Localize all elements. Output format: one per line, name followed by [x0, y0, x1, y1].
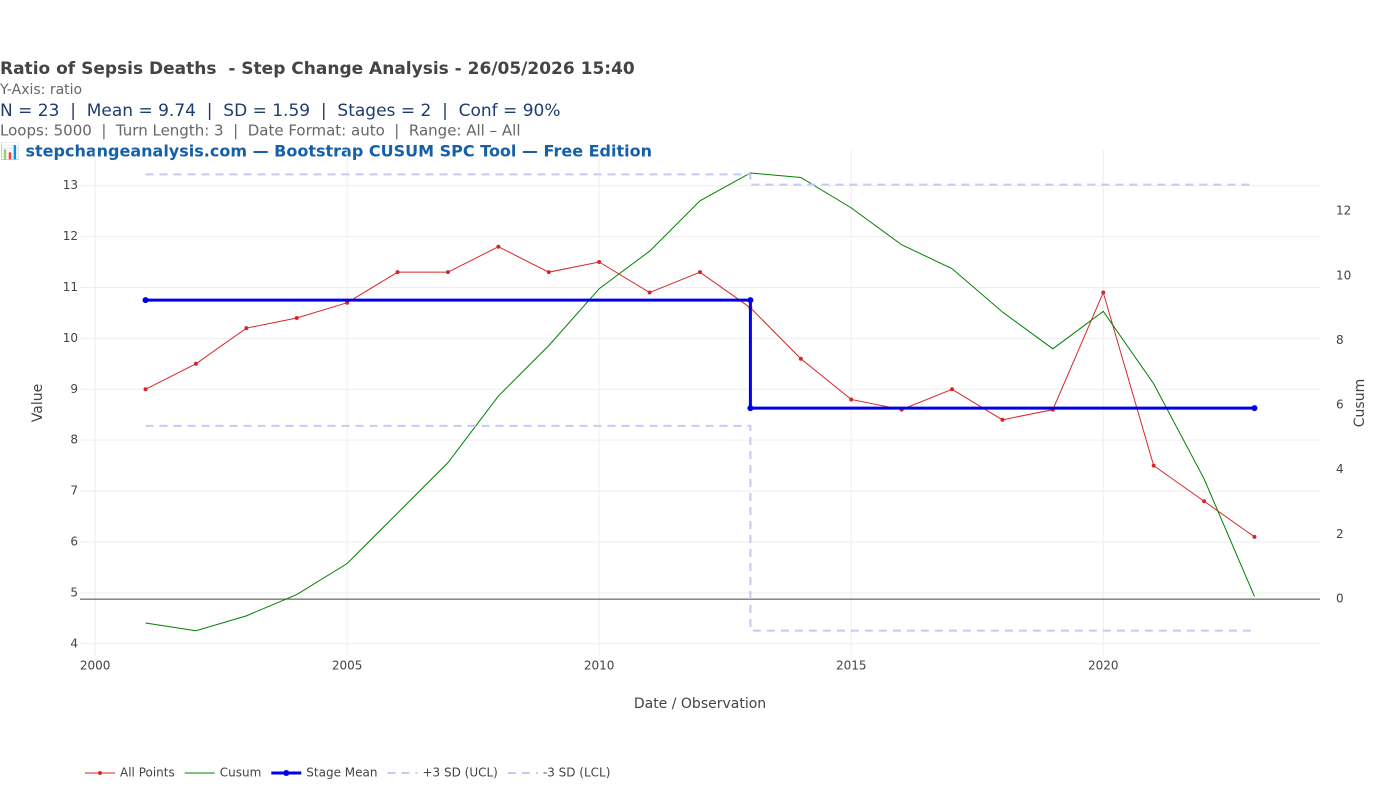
point [142, 297, 149, 304]
series-line [145, 173, 1255, 186]
y-tick-label: 11 [63, 280, 78, 294]
point [950, 387, 955, 392]
y-tick-label: 10 [63, 331, 78, 345]
legend-label: Stage Mean [306, 766, 377, 780]
point [647, 290, 652, 295]
y2-tick-label: 12 [1336, 204, 1351, 218]
legend-marker [98, 771, 102, 775]
point [1252, 534, 1257, 539]
point [244, 326, 249, 331]
y-tick-label: 7 [70, 484, 78, 498]
y-tick-label: 6 [70, 534, 78, 548]
point [294, 315, 299, 320]
y-tick-label: 13 [63, 178, 78, 192]
y-tick-label: 9 [70, 382, 78, 396]
settings: Loops: 5000 | Turn Length: 3 | Date Form… [0, 122, 520, 140]
x-tick-label: 2000 [80, 659, 111, 673]
x-tick-label: 2005 [332, 659, 363, 673]
series-line [145, 246, 1255, 538]
legend-label: +3 SD (UCL) [422, 766, 497, 780]
point [193, 361, 198, 366]
y2-tick-label: 6 [1336, 398, 1344, 412]
legend-label: Cusum [220, 766, 262, 780]
y2-tick-label: 10 [1336, 268, 1351, 282]
point [445, 270, 450, 275]
y-tick-label: 5 [70, 585, 78, 599]
x-tick-label: 2010 [584, 659, 615, 673]
point [747, 297, 754, 304]
point [345, 300, 350, 305]
legend-label: All Points [120, 766, 175, 780]
point [1101, 290, 1106, 295]
y2-axis-label: Cusum [1352, 379, 1368, 427]
y2-tick-label: 4 [1336, 462, 1344, 476]
y2-tick-label: 2 [1336, 527, 1344, 541]
stats: N = 23 | Mean = 9.74 | SD = 1.59 | Stage… [0, 101, 561, 121]
point [747, 405, 754, 412]
point [395, 270, 400, 275]
point [1000, 417, 1005, 422]
series-line [145, 172, 1255, 632]
legend-label: -3 SD (LCL) [543, 766, 611, 780]
y-tick-label: 12 [63, 229, 78, 243]
x-axis-label: Date / Observation [634, 696, 766, 712]
y-tick-label: 8 [70, 433, 78, 447]
y2-tick-label: 0 [1336, 592, 1344, 606]
series-line [145, 298, 1255, 410]
source-link[interactable]: 📊 stepchangeanalysis.com — Bootstrap CUS… [0, 142, 652, 161]
series-line [145, 424, 1255, 632]
point [496, 244, 501, 249]
point [597, 259, 602, 264]
y2-tick-label: 8 [1336, 333, 1344, 347]
y-tick-label: 4 [70, 636, 78, 650]
chart-title: Ratio of Sepsis Deaths - Step Change Ana… [0, 59, 635, 79]
point [1151, 463, 1156, 468]
point [143, 387, 148, 392]
y-axis-label: Value [30, 384, 46, 422]
legend-marker [283, 770, 290, 776]
point [546, 270, 551, 275]
point [798, 356, 803, 361]
point [698, 270, 702, 275]
x-tick-label: 2015 [836, 659, 867, 673]
point [1251, 405, 1258, 412]
point [849, 397, 854, 402]
point [1202, 499, 1207, 504]
subtitle: Y-Axis: ratio [0, 82, 82, 98]
x-tick-label: 2020 [1088, 659, 1119, 673]
